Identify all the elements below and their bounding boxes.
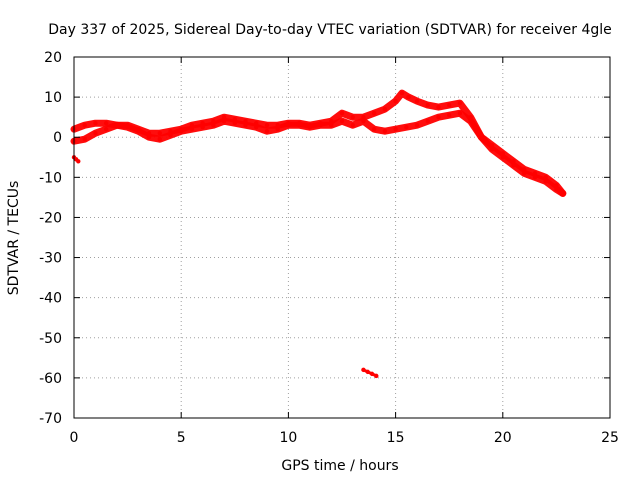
data-point bbox=[479, 135, 484, 140]
data-point bbox=[365, 369, 370, 375]
data-point bbox=[146, 135, 152, 140]
y-tick-label: -50 bbox=[39, 331, 62, 347]
data-point bbox=[393, 98, 398, 104]
data-point bbox=[211, 122, 216, 128]
data-point bbox=[157, 137, 162, 142]
data-point bbox=[221, 118, 227, 124]
data-point bbox=[511, 159, 516, 164]
data-point bbox=[103, 127, 109, 132]
data-point bbox=[371, 127, 377, 132]
y-tick-label: -70 bbox=[39, 411, 62, 427]
data-layer bbox=[70, 89, 567, 379]
grid-layer bbox=[74, 57, 610, 418]
x-tick-label: 20 bbox=[494, 430, 512, 446]
data-point bbox=[189, 127, 195, 132]
data-point bbox=[382, 129, 388, 134]
data-point bbox=[307, 124, 313, 130]
y-tick-label: -30 bbox=[39, 251, 62, 267]
data-point bbox=[286, 122, 291, 128]
data-point bbox=[339, 118, 345, 124]
data-point bbox=[406, 94, 411, 100]
data-point bbox=[136, 129, 141, 134]
data-point bbox=[350, 122, 355, 128]
data-point bbox=[404, 124, 409, 130]
data-point bbox=[361, 118, 366, 124]
data-point bbox=[114, 122, 120, 128]
data-point bbox=[232, 120, 237, 126]
data-point bbox=[393, 127, 398, 132]
data-point bbox=[296, 122, 302, 128]
x-tick-label: 5 bbox=[177, 430, 186, 446]
x-tick-label: 10 bbox=[279, 430, 297, 446]
data-point bbox=[543, 175, 548, 180]
series-band bbox=[361, 368, 378, 378]
data-point bbox=[500, 151, 505, 156]
data-point bbox=[318, 122, 323, 128]
y-tick-label: -60 bbox=[39, 371, 62, 387]
x-tick-label: 25 bbox=[601, 430, 619, 446]
data-point bbox=[103, 120, 109, 126]
x-tick-label: 0 bbox=[70, 430, 79, 446]
series-lower-band bbox=[70, 109, 567, 197]
data-point bbox=[447, 102, 452, 108]
y-tick-label: 20 bbox=[44, 50, 62, 66]
data-point bbox=[457, 110, 463, 116]
data-point bbox=[93, 120, 98, 126]
x-axis-label: GPS time / hours bbox=[281, 458, 398, 474]
data-point bbox=[254, 124, 259, 130]
data-point bbox=[350, 114, 355, 120]
data-point bbox=[275, 127, 280, 132]
y-tick-label: -40 bbox=[39, 291, 62, 307]
data-point bbox=[382, 106, 388, 112]
y-axis-label: SDTVAR / TECUs bbox=[6, 181, 22, 296]
data-point bbox=[82, 137, 87, 142]
data-point bbox=[560, 191, 566, 196]
tick-layer: -70 -60 -50 -40 -30 -20 -10 0 10 20 0 5 10 15 20 25 bbox=[39, 50, 619, 446]
y-tick-label: 0 bbox=[53, 130, 62, 146]
data-point bbox=[361, 367, 366, 373]
y-tick-label: 10 bbox=[44, 90, 62, 106]
data-point bbox=[532, 171, 538, 176]
data-point bbox=[374, 373, 379, 379]
data-point bbox=[157, 131, 162, 136]
data-point bbox=[414, 98, 420, 104]
y-tick-label: -20 bbox=[39, 210, 62, 226]
data-point bbox=[339, 110, 345, 116]
y-tick-label: -10 bbox=[39, 170, 62, 186]
data-point bbox=[82, 122, 87, 128]
chart-title: Day 337 of 2025, Sidereal Day-to-day VTE… bbox=[48, 22, 612, 38]
data-point bbox=[436, 104, 441, 110]
series-outlier-cluster bbox=[361, 367, 379, 379]
data-point bbox=[371, 110, 377, 116]
data-point bbox=[179, 129, 184, 134]
data-point bbox=[93, 131, 98, 136]
data-point bbox=[125, 124, 130, 130]
data-point bbox=[522, 167, 527, 172]
data-point bbox=[243, 122, 248, 128]
data-point bbox=[554, 183, 559, 188]
data-point bbox=[168, 133, 173, 138]
data-point bbox=[425, 118, 430, 124]
data-point bbox=[329, 122, 334, 128]
data-point bbox=[436, 114, 441, 120]
data-point bbox=[369, 371, 375, 377]
data-point bbox=[76, 159, 81, 164]
data-point bbox=[264, 122, 270, 128]
data-point bbox=[399, 90, 405, 96]
data-point bbox=[264, 129, 270, 134]
data-point bbox=[457, 100, 463, 106]
data-point bbox=[200, 124, 205, 130]
x-tick-label: 15 bbox=[387, 430, 405, 446]
data-point bbox=[425, 102, 430, 108]
data-point bbox=[447, 112, 452, 118]
data-point bbox=[468, 118, 473, 124]
plot-frame bbox=[73, 56, 611, 419]
data-point bbox=[414, 122, 420, 128]
data-point bbox=[489, 143, 495, 148]
